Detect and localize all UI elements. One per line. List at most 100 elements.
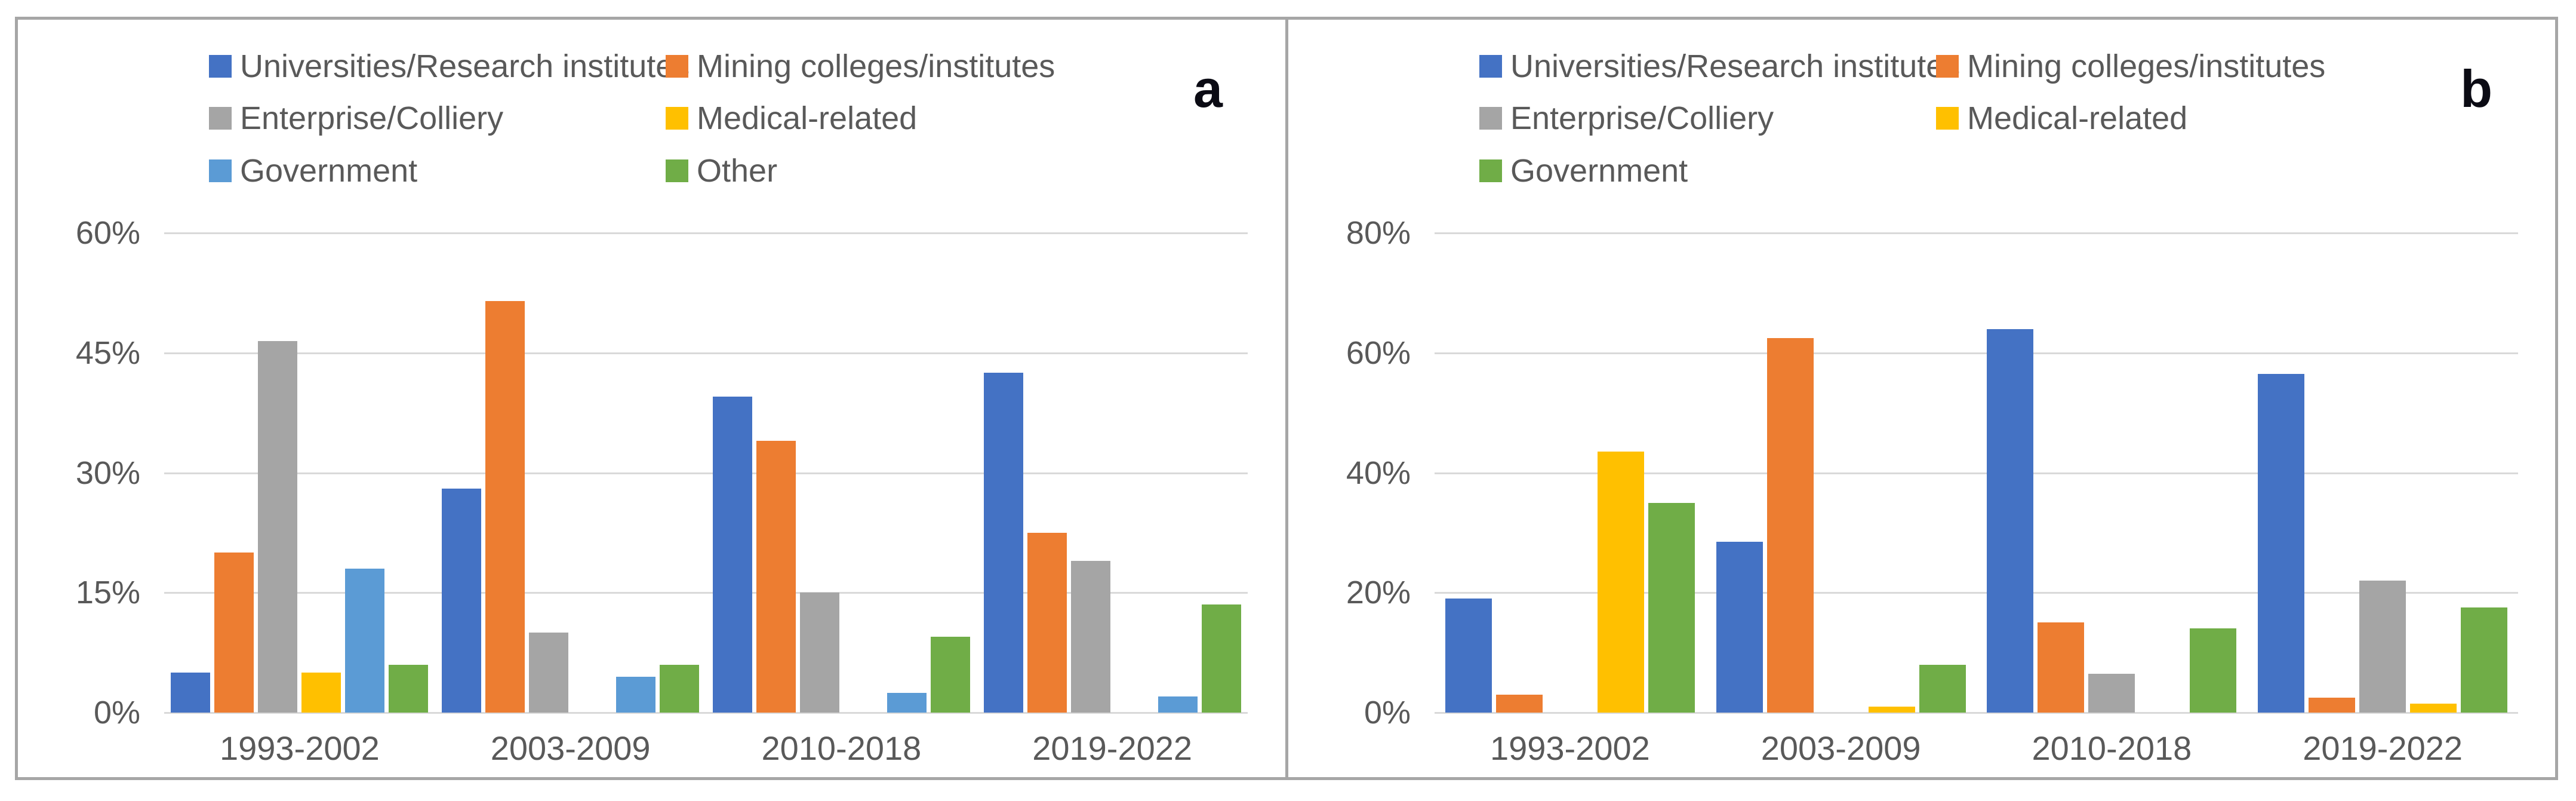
dual-bar-chart-figure: a Universities/Research institutes Mining… — [15, 17, 2558, 780]
legend-swatch-icon — [1936, 55, 1959, 78]
x-axis-category-label: 1993-2002 — [219, 729, 380, 767]
bar-group-1993-2002 — [164, 233, 435, 713]
bar-mining-colleges-institutes — [756, 440, 796, 713]
bar-other — [660, 664, 700, 713]
legend-item-b: Enterprise/Colliery — [1479, 100, 1774, 137]
legend-label: Government — [240, 153, 418, 189]
legend-swatch-icon — [1936, 107, 1959, 130]
bar-government — [1919, 664, 1966, 713]
bar-enterprise-colliery — [1070, 560, 1110, 713]
bar-medical-related — [301, 673, 341, 713]
legend-label: Medical-related — [1967, 100, 2188, 136]
bar-government — [887, 692, 927, 713]
bar-enterprise-colliery — [258, 340, 298, 713]
bar-medical-related — [1868, 706, 1915, 713]
legend-label: Other — [697, 153, 778, 189]
bar-universities-research-institutes — [1445, 599, 1492, 713]
bar-universities-research-institutes — [1716, 541, 1763, 713]
gridline — [1435, 712, 2518, 714]
plot-area-a — [164, 232, 1248, 714]
x-axis-category-label: 2019-2022 — [2303, 729, 2463, 767]
y-axis-tick-label: 60% — [1346, 334, 1411, 371]
y-axis-tick-label: 80% — [1346, 215, 1411, 251]
x-axis-category-label: 2003-2009 — [490, 729, 651, 767]
legend-swatch-icon — [666, 107, 688, 130]
bar-group-2019-2022 — [977, 233, 1248, 713]
bar-universities-research-institutes — [712, 397, 752, 713]
bar-medical-related — [1597, 452, 1644, 713]
y-axis-tick-label: 0% — [1364, 695, 1411, 731]
gridline — [1435, 232, 2518, 234]
gridline — [164, 472, 1248, 474]
y-axis-tick-label: 60% — [75, 215, 140, 251]
bar-government — [2461, 607, 2508, 713]
bar-group-1993-2002 — [1435, 233, 1706, 713]
y-axis-tick-label: 20% — [1346, 575, 1411, 611]
bar-mining-colleges-institutes — [485, 300, 525, 713]
y-axis-tick-label: 40% — [1346, 455, 1411, 491]
panel-divider — [1285, 20, 1288, 777]
legend-item-b: Universities/Research institutes — [1479, 48, 1960, 85]
legend-label: Mining colleges/institutes — [697, 48, 1055, 84]
legend-label: Enterprise/Colliery — [240, 100, 504, 136]
legend-item-a: Universities/Research institutes — [209, 48, 690, 85]
bar-government — [1648, 502, 1695, 713]
bar-mining-colleges-institutes — [2309, 697, 2356, 713]
bar-universities-research-institutes — [171, 673, 211, 713]
gridline — [1435, 352, 2518, 354]
legend-item-b: Mining colleges/institutes — [1936, 48, 2325, 85]
bar-universities-research-institutes — [983, 373, 1023, 713]
x-axis-category-label: 1993-2002 — [1489, 729, 1650, 767]
bar-mining-colleges-institutes — [1495, 694, 1543, 713]
legend-item-b: Government — [1479, 152, 1688, 189]
bar-universities-research-institutes — [1987, 329, 2034, 713]
x-axis-labels-a: 1993-2002 2003-2009 2010-2018 2019-2022 — [164, 728, 1248, 769]
bar-enterprise-colliery — [799, 593, 839, 713]
panel-letter-b: b — [2460, 59, 2492, 118]
gridline — [164, 232, 1248, 234]
legend-item-a: Enterprise/Colliery — [209, 100, 503, 137]
y-axis-tick-label: 15% — [75, 575, 140, 611]
bar-group-2010-2018 — [706, 233, 977, 713]
y-axis-tick-label: 0% — [93, 695, 140, 731]
bar-government — [1158, 696, 1198, 713]
legend-swatch-icon — [209, 159, 232, 182]
legend-item-b: Medical-related — [1936, 100, 2187, 137]
bar-mining-colleges-institutes — [214, 553, 254, 713]
plot-area-b — [1435, 232, 2518, 714]
bar-other — [389, 664, 429, 713]
legend-label: Universities/Research institutes — [240, 48, 690, 84]
legend-item-a: Government — [209, 152, 417, 189]
chart-panel-b: b Universities/Research institutes Mining… — [1288, 20, 2555, 777]
legend-label: Universities/Research institutes — [1510, 48, 1961, 84]
bar-government — [345, 569, 385, 713]
legend-item-a: Medical-related — [666, 100, 917, 137]
bar-group-2010-2018 — [1977, 233, 2248, 713]
x-axis-category-label: 2010-2018 — [761, 729, 922, 767]
legend-swatch-icon — [1479, 107, 1502, 130]
legend-swatch-icon — [1479, 55, 1502, 78]
bar-universities-research-institutes — [2258, 373, 2305, 713]
legend-item-a: Mining colleges/institutes — [666, 48, 1055, 85]
legend-swatch-icon — [666, 159, 688, 182]
gridline — [1435, 592, 2518, 594]
legend-swatch-icon — [209, 55, 232, 78]
gridline — [164, 592, 1248, 594]
gridline — [1435, 472, 2518, 474]
legend-label: Mining colleges/institutes — [1967, 48, 2326, 84]
panel-letter-a: a — [1193, 59, 1223, 118]
legend-label: Government — [1510, 153, 1688, 189]
legend-item-a: Other — [666, 152, 777, 189]
bar-government — [2190, 628, 2237, 713]
gridline — [164, 352, 1248, 354]
legend-label: Enterprise/Colliery — [1510, 100, 1774, 136]
legend-label: Medical-related — [697, 100, 918, 136]
x-axis-category-label: 2010-2018 — [2032, 729, 2192, 767]
bar-enterprise-colliery — [529, 633, 569, 713]
y-axis-tick-label: 45% — [75, 334, 140, 371]
bar-group-2019-2022 — [2247, 233, 2518, 713]
x-axis-category-label: 2003-2009 — [1761, 729, 1921, 767]
bar-other — [930, 636, 970, 713]
x-axis-labels-b: 1993-2002 2003-2009 2010-2018 2019-2022 — [1435, 728, 2518, 769]
legend-swatch-icon — [209, 107, 232, 130]
